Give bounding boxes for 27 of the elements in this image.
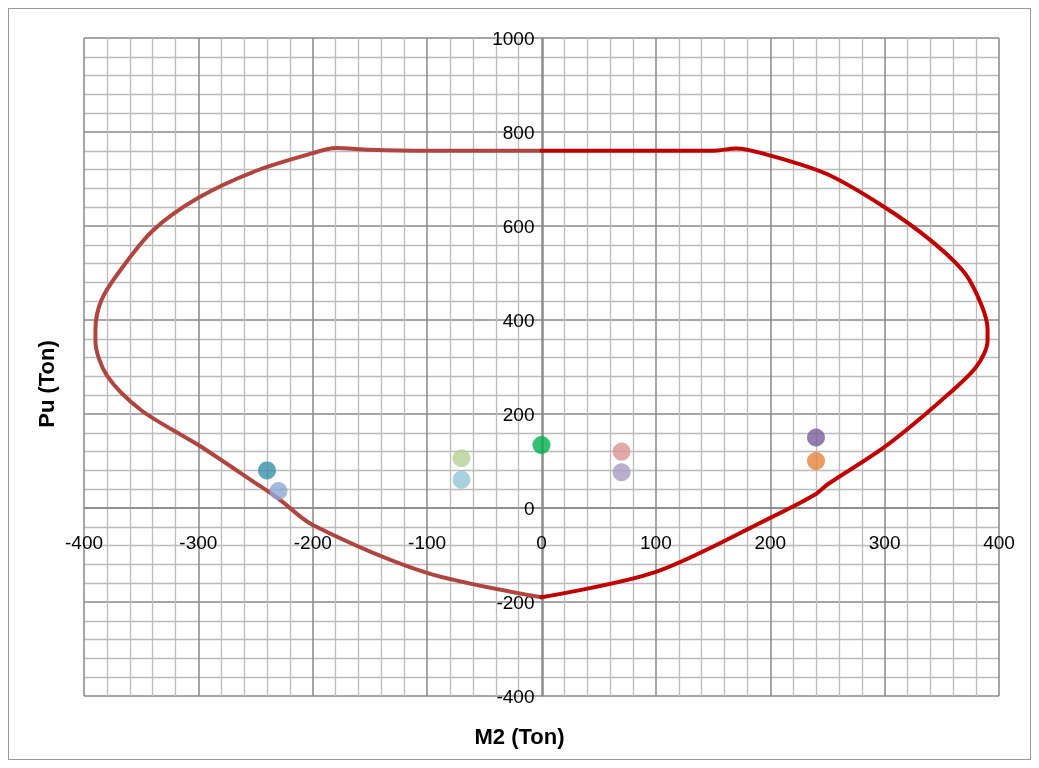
point bbox=[612, 442, 631, 461]
y-tick-label: -400 bbox=[496, 685, 535, 707]
y-tick-label: 200 bbox=[502, 403, 535, 425]
x-tick-label: 200 bbox=[754, 532, 787, 554]
x-tick-label: 400 bbox=[983, 532, 1015, 554]
point bbox=[612, 463, 631, 482]
x-tick-label: -400 bbox=[64, 532, 104, 554]
y-tick-label: 600 bbox=[502, 215, 535, 237]
point bbox=[807, 452, 825, 470]
point bbox=[452, 449, 471, 468]
y-tick-label: 800 bbox=[502, 121, 535, 143]
x-axis-title: M2 (Ton) bbox=[474, 723, 565, 749]
y-tick-label: -200 bbox=[496, 591, 535, 613]
x-tick-label: -200 bbox=[293, 532, 332, 554]
x-tick-label: -100 bbox=[408, 532, 447, 554]
x-tick-label: -300 bbox=[179, 532, 218, 554]
point bbox=[452, 470, 471, 489]
y-tick-label: 400 bbox=[502, 309, 535, 331]
x-tick-label: 100 bbox=[640, 532, 672, 554]
point bbox=[258, 461, 276, 480]
point bbox=[532, 436, 551, 455]
point bbox=[269, 482, 288, 501]
x-tick-label: 300 bbox=[868, 532, 901, 554]
y-axis-title: Pu (Ton) bbox=[33, 340, 59, 428]
point bbox=[807, 428, 825, 447]
y-tick-label: 0 bbox=[523, 497, 535, 519]
y-tick-label: 1000 bbox=[492, 27, 535, 49]
